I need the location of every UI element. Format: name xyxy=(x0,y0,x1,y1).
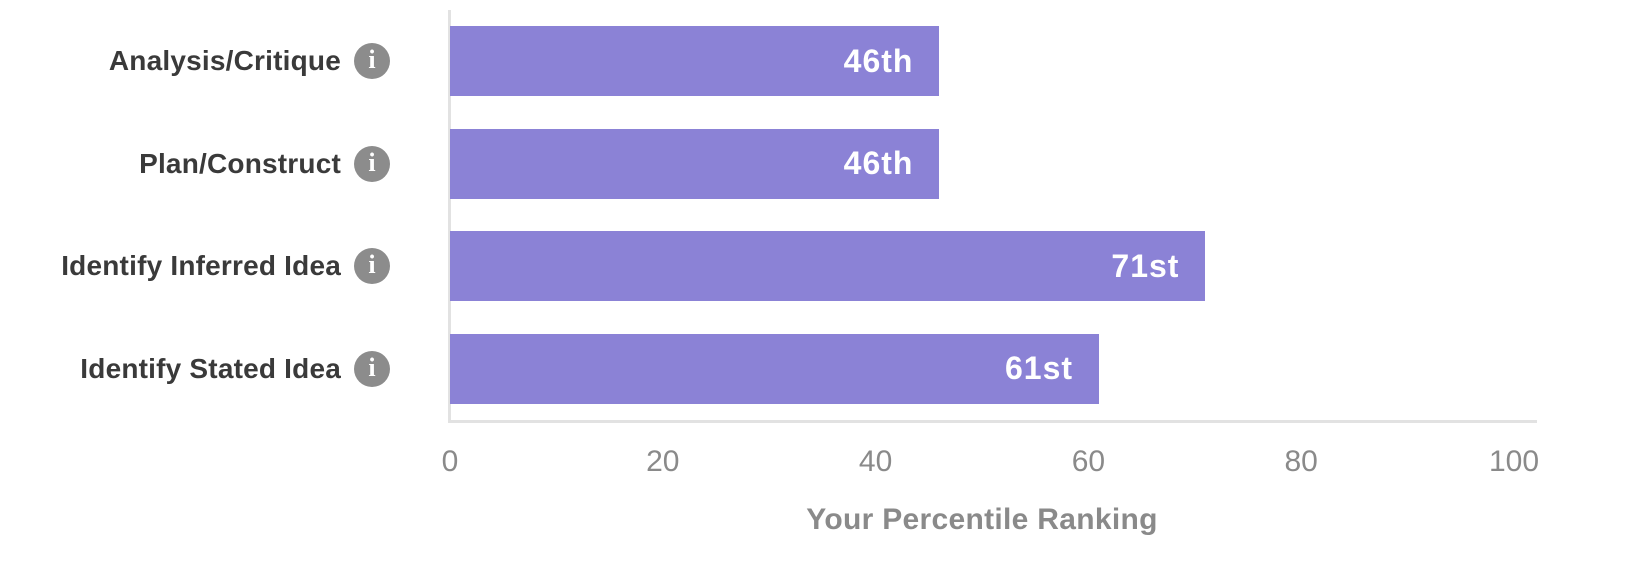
chart-row: Analysis/Critique i 46th xyxy=(0,10,1514,113)
x-axis-tick-label: 0 xyxy=(441,445,459,478)
x-axis-tick-label: 40 xyxy=(858,445,893,478)
category-label: Analysis/Critique xyxy=(108,45,341,77)
info-circle-icon[interactable]: i xyxy=(354,145,390,182)
category-label-cell: Identify Stated Idea i xyxy=(0,318,450,421)
bar-track: 46th xyxy=(450,113,1514,216)
percentile-bar: 46th xyxy=(450,26,940,97)
bar-value-label: 71st xyxy=(1111,247,1180,284)
chart-row: Plan/Construct i 46th xyxy=(0,113,1514,216)
category-label: Identify Stated Idea xyxy=(80,352,341,384)
bar-value-label: 61st xyxy=(1004,350,1074,387)
x-axis-tick-label: 100 xyxy=(1488,445,1540,478)
info-circle-icon[interactable]: i xyxy=(354,43,390,80)
x-axis-title: Your Percentile Ranking xyxy=(806,503,1158,536)
x-axis-tick-label: 80 xyxy=(1284,445,1318,478)
percentile-bar: 61st xyxy=(450,333,1100,404)
percentile-bar: 71st xyxy=(450,231,1206,302)
info-icon-glyph: i xyxy=(368,250,376,280)
info-icon-glyph: i xyxy=(368,352,376,382)
info-circle-icon[interactable]: i xyxy=(354,248,390,285)
category-label: Plan/Construct xyxy=(139,147,341,179)
bar-track: 61st xyxy=(450,318,1514,421)
bar-track: 71st xyxy=(450,215,1514,318)
x-axis: 0 20 40 60 80 100 xyxy=(442,445,1539,481)
info-icon-glyph: i xyxy=(368,147,376,177)
bar-value-label: 46th xyxy=(843,42,914,79)
category-label: Identify Inferred Idea xyxy=(61,250,341,282)
y-axis-line xyxy=(448,10,451,423)
info-circle-icon[interactable]: i xyxy=(354,350,390,387)
bar-value-label: 46th xyxy=(843,145,914,182)
x-axis-line xyxy=(448,420,1537,423)
category-label-cell: Analysis/Critique i xyxy=(0,10,450,113)
x-axis-tick-label: 60 xyxy=(1071,445,1106,478)
chart-row: Identify Inferred Idea i 71st xyxy=(0,215,1514,318)
chart-row: Identify Stated Idea i 61st xyxy=(0,318,1514,421)
category-label-cell: Plan/Construct i xyxy=(0,113,450,216)
bar-track: 46th xyxy=(450,10,1514,113)
category-label-cell: Identify Inferred Idea i xyxy=(0,215,450,318)
x-axis-tick-label: 20 xyxy=(646,445,680,478)
info-icon-glyph: i xyxy=(368,45,376,75)
percentile-bar: 46th xyxy=(450,128,940,199)
plot-area: Analysis/Critique i 46th Plan/Construct … xyxy=(0,10,1514,420)
